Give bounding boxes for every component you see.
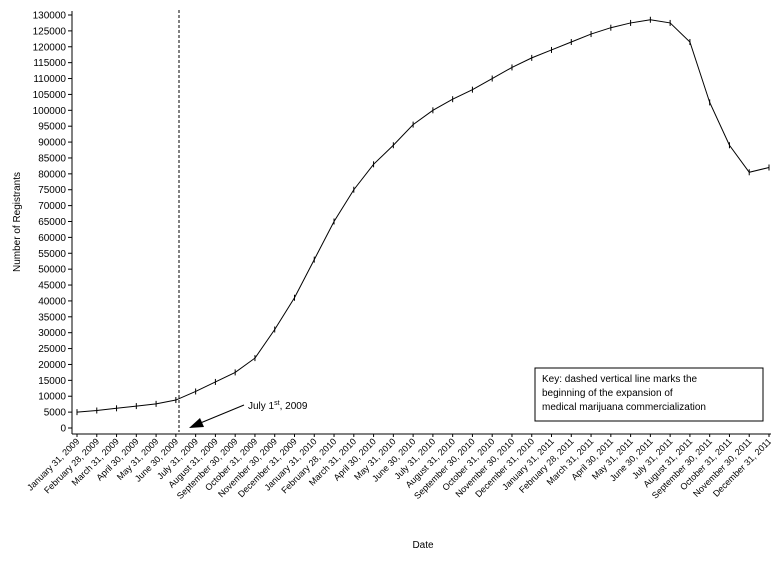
y-tick-label: 10000: [38, 392, 66, 403]
key-box: [534, 367, 764, 422]
annotation-sup: st: [274, 400, 280, 407]
y-tick-label: 20000: [38, 360, 66, 371]
y-tick-label: 0: [60, 424, 66, 435]
y-tick-label: 15000: [38, 376, 66, 387]
y-tick-label: 100000: [33, 106, 67, 117]
key-text: medical marijuana commercialization: [542, 402, 706, 413]
data-line: [76, 19, 770, 413]
key-text: beginning of the expansion of: [542, 388, 673, 399]
y-tick-label: 105000: [33, 90, 67, 101]
annotation-text: , 2009: [280, 401, 308, 412]
y-tick-label: 125000: [33, 26, 67, 37]
y-tick-label: 35000: [38, 312, 66, 323]
key-text: Key: dashed vertical line marks the: [542, 374, 698, 385]
y-tick-label: 80000: [38, 169, 66, 180]
y-tick-label: 5000: [44, 408, 67, 419]
y-tick-label: 40000: [38, 296, 66, 307]
y-tick-label: 130000: [33, 11, 67, 22]
annotation: July 1st, 2009: [248, 400, 308, 412]
y-tick-label: 75000: [38, 185, 66, 196]
y-tick-label: 60000: [38, 233, 66, 244]
y-tick-label: 95000: [38, 122, 66, 133]
y-tick-label: 55000: [38, 249, 66, 260]
arrow-head: [189, 418, 204, 428]
y-tick-label: 70000: [38, 201, 66, 212]
x-axis-label: Date: [412, 540, 434, 551]
y-tick-label: 120000: [33, 42, 67, 53]
y-tick-label: 50000: [38, 265, 66, 276]
y-tick-label: 30000: [38, 328, 66, 339]
y-tick-label: 115000: [33, 58, 66, 69]
y-axis-label: Number of Registrants: [12, 172, 23, 272]
annotation-text: July 1: [248, 401, 275, 412]
y-tick-label: 45000: [38, 281, 66, 292]
arrow-line: [197, 404, 245, 425]
y-tick-label: 110000: [33, 74, 66, 85]
y-tick-label: 85000: [38, 153, 66, 164]
y-tick-label: 65000: [38, 217, 66, 228]
y-tick-label: 25000: [38, 344, 66, 355]
y-tick-label: 90000: [38, 138, 66, 149]
